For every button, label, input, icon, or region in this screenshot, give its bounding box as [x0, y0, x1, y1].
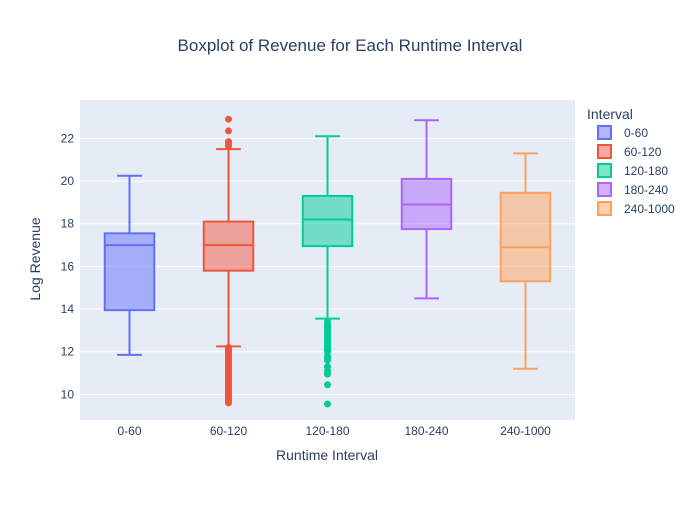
legend-label: 240-1000 — [624, 202, 675, 216]
legend-label: 180-240 — [624, 183, 668, 197]
box-iqr — [301, 195, 354, 248]
legend-item: 240-1000 — [597, 201, 675, 216]
y-tick-label: 20 — [61, 174, 75, 188]
box-180-240 — [400, 119, 453, 300]
y-tick-label: 10 — [61, 387, 75, 401]
legend-swatch — [597, 182, 612, 197]
legend-title: Interval — [587, 106, 633, 122]
legend-swatch — [597, 163, 612, 178]
legend-swatch — [597, 144, 612, 159]
outlier-point — [324, 370, 331, 378]
box-0-60 — [103, 174, 156, 356]
x-axis-title: Runtime Interval — [276, 447, 378, 463]
legend: Interval 0-60 60-120 120-180 180-240 240-100… — [587, 106, 675, 216]
y-tick-label: 22 — [61, 131, 75, 145]
box-60-120 — [202, 115, 255, 407]
x-tick-label: 180-240 — [404, 424, 448, 438]
legend-item: 0-60 — [597, 125, 648, 140]
y-axis-ticks: 10 12 14 16 18 20 22 — [61, 131, 75, 401]
outlier-point — [225, 127, 232, 135]
chart-title: Boxplot of Revenue for Each Runtime Inte… — [178, 36, 523, 55]
x-tick-label: 240-1000 — [500, 424, 551, 438]
legend-item: 120-180 — [597, 163, 668, 178]
legend-item: 180-240 — [597, 182, 668, 197]
legend-item: 60-120 — [597, 144, 662, 159]
x-tick-label: 60-120 — [210, 424, 248, 438]
boxes-layer — [103, 115, 552, 408]
box-iqr — [202, 220, 255, 272]
outlier-point — [225, 115, 232, 123]
box-240-1000 — [499, 152, 552, 370]
legend-label: 0-60 — [624, 126, 648, 140]
legend-swatch — [597, 125, 612, 140]
outlier-point — [324, 400, 331, 408]
y-tick-label: 14 — [61, 302, 75, 316]
box-120-180 — [301, 135, 354, 408]
outlier-point — [225, 142, 232, 150]
y-tick-label: 12 — [61, 345, 75, 359]
box-iqr — [103, 232, 156, 312]
box-iqr — [499, 191, 552, 283]
y-tick-label: 16 — [61, 259, 75, 273]
legend-label: 120-180 — [624, 164, 668, 178]
outlier-point — [225, 399, 232, 407]
y-axis-title: Log Revenue — [27, 217, 43, 301]
outlier-point — [324, 356, 331, 364]
legend-items: 0-60 60-120 120-180 180-240 240-1000 — [597, 125, 675, 216]
outlier-point — [324, 381, 331, 389]
x-axis-ticks: 0-60 60-120 120-180 180-240 240-1000 — [117, 424, 551, 438]
x-tick-label: 0-60 — [117, 424, 141, 438]
y-tick-label: 18 — [61, 217, 75, 231]
x-tick-label: 120-180 — [305, 424, 349, 438]
legend-swatch — [597, 201, 612, 216]
legend-label: 60-120 — [624, 145, 662, 159]
